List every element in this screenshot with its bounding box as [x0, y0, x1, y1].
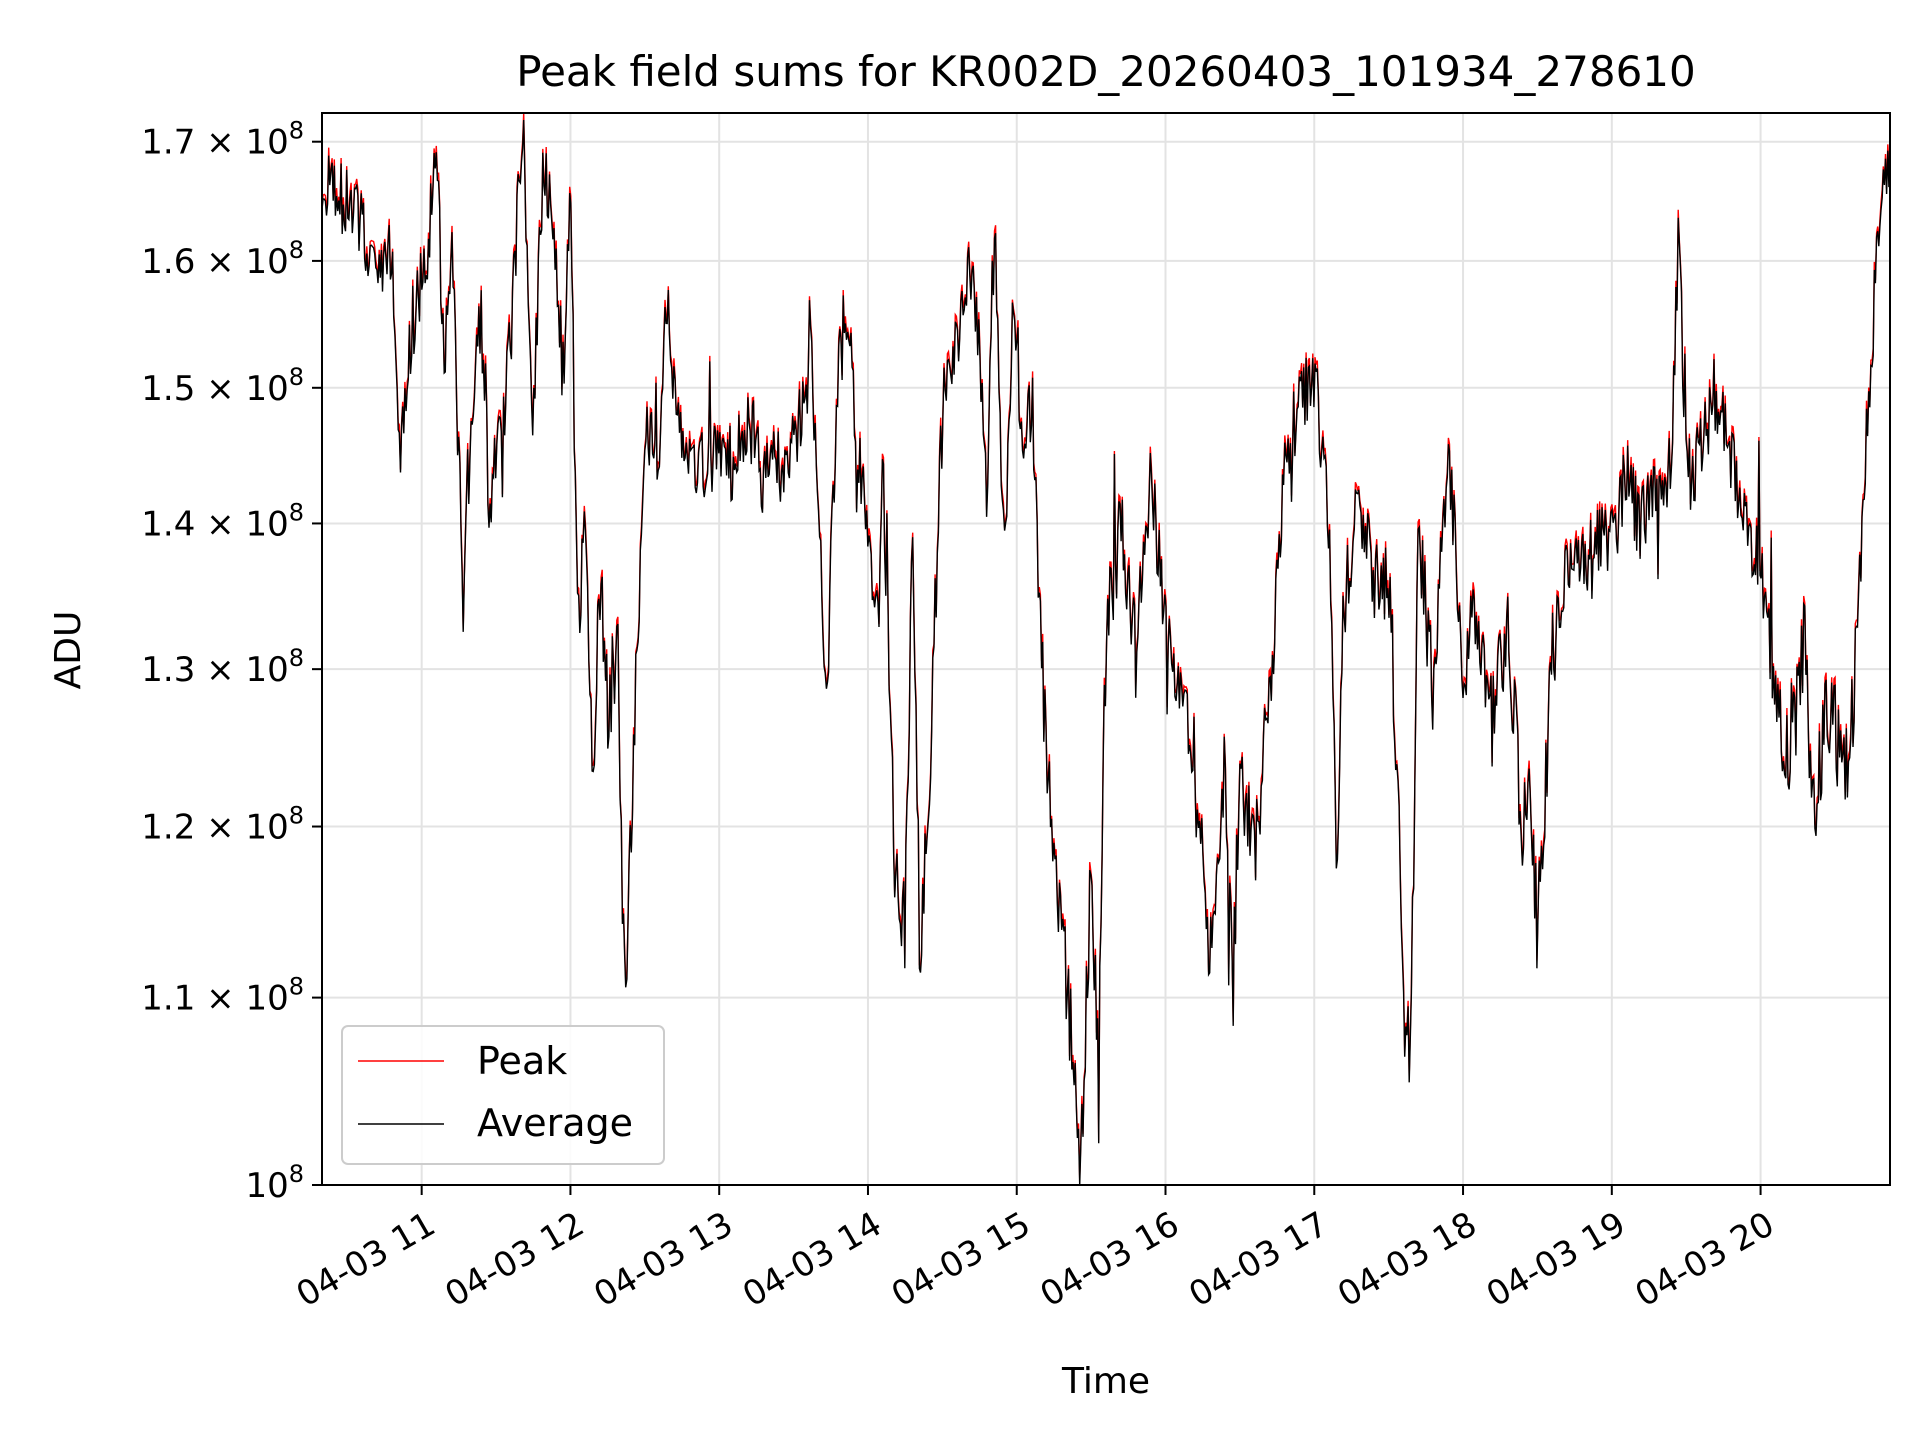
legend-average-label: Average: [477, 1101, 633, 1145]
legend-peak-label: Peak: [477, 1039, 567, 1083]
y-tick-label: 1.1 × 108: [141, 973, 304, 1019]
y-axis-label: ADU: [48, 611, 89, 690]
plot-series: [322, 113, 1890, 1185]
y-tick-label: 1.7 × 108: [141, 117, 304, 163]
chart-title: Peak field sums for KR002D_20260403_1019…: [516, 47, 1695, 96]
y-tick-label: 1.4 × 108: [141, 498, 304, 544]
series-average-line: [322, 119, 1890, 1185]
y-tick-label: 1.5 × 108: [141, 363, 304, 409]
plot-frame: [321, 112, 1891, 1186]
y-axis-ticks: 108 1.1 × 108 1.2 × 108 1.3 × 108 1.4 × 108 1…: [141, 117, 322, 1206]
x-axis-label: Time: [1061, 1361, 1150, 1402]
y-tick-label: 108: [245, 1160, 304, 1206]
y-tick-label: 1.2 × 108: [141, 802, 304, 848]
legend: Peak Average: [341, 1025, 665, 1165]
y-tick-label: 1.6 × 108: [141, 236, 304, 282]
y-tick-label: 1.3 × 108: [141, 644, 304, 690]
x-gridlines: [420, 113, 1762, 1185]
